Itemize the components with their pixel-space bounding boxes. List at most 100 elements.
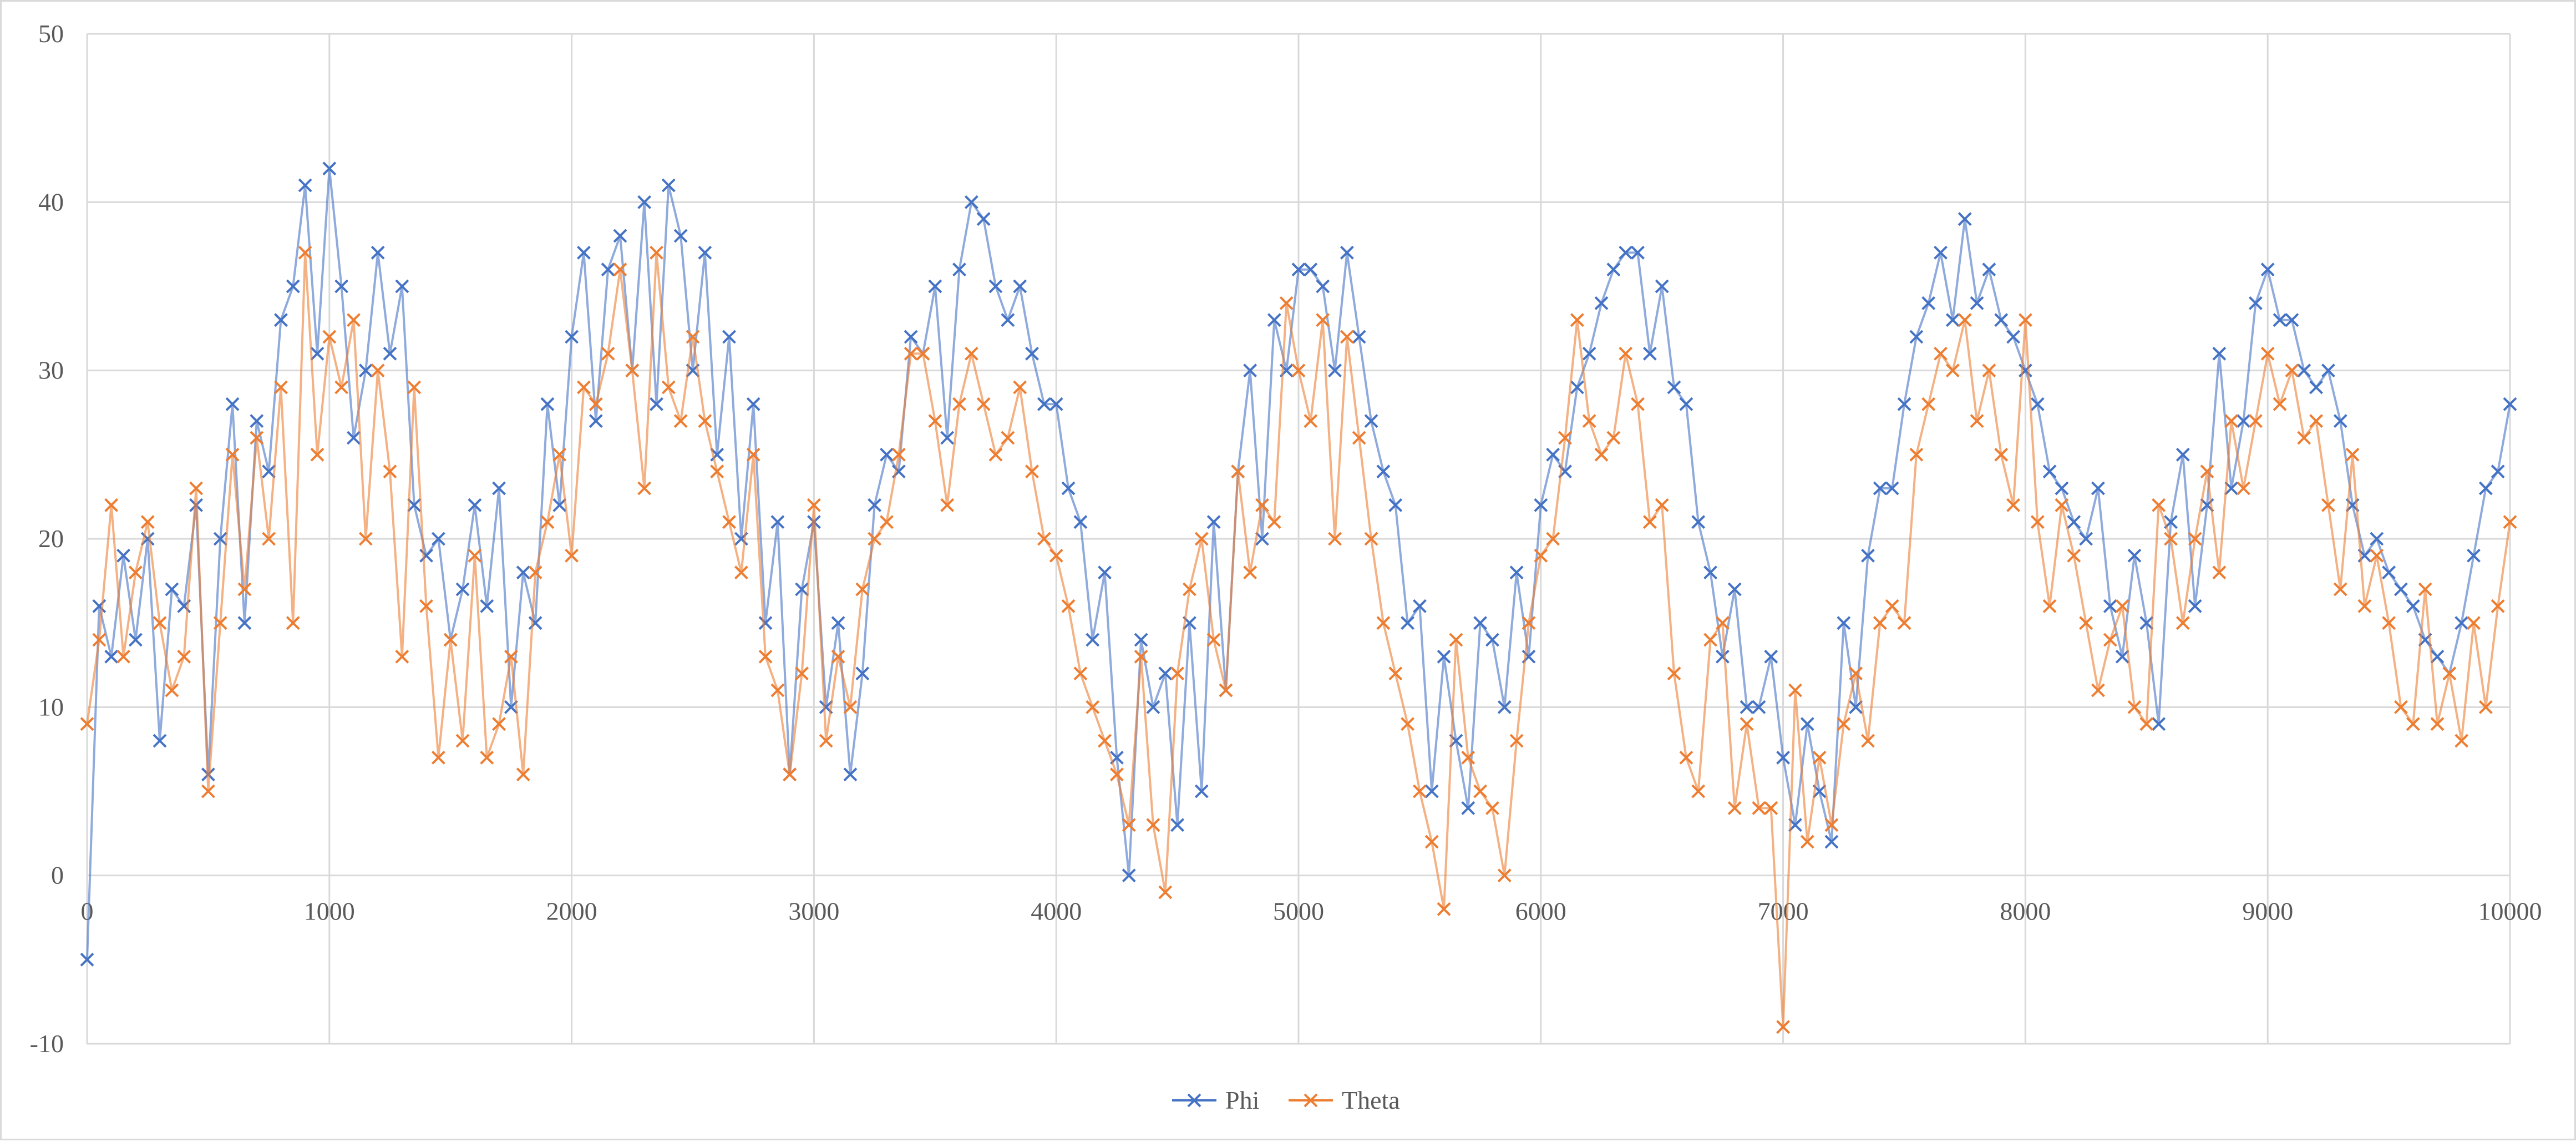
data-point — [1824, 818, 1839, 832]
data-point — [1679, 397, 1693, 411]
y-tick-label: 30 — [38, 356, 64, 385]
series-theta — [80, 245, 2517, 1034]
data-point — [2055, 498, 2069, 512]
data-point — [1170, 666, 1185, 681]
legend-item-phi: Phi — [1172, 1086, 1259, 1114]
x-tick-label: 9000 — [2242, 897, 2293, 926]
x-tick-label: 10000 — [2478, 897, 2542, 926]
data-point — [1837, 717, 1851, 731]
data-point — [1764, 649, 1778, 664]
data-point — [2503, 515, 2517, 529]
data-point — [310, 447, 324, 462]
data-point — [1376, 616, 1391, 630]
data-point — [116, 649, 130, 664]
data-point — [2164, 532, 2178, 546]
data-point — [1909, 447, 1924, 462]
data-point — [1849, 666, 1863, 681]
data-point — [1934, 245, 1948, 260]
data-point — [358, 532, 373, 546]
data-point — [455, 582, 470, 597]
data-point — [1727, 582, 1742, 597]
data-point — [1994, 447, 2009, 462]
data-point — [1522, 616, 1536, 630]
data-point — [1134, 633, 1148, 647]
data-point — [492, 717, 506, 731]
data-point — [783, 767, 797, 782]
data-point — [770, 683, 785, 698]
data-point — [940, 498, 955, 512]
y-tick-label: 40 — [38, 188, 64, 216]
data-point — [2406, 717, 2420, 731]
data-point — [1594, 447, 1609, 462]
data-point — [1231, 464, 1245, 479]
data-point — [1485, 633, 1499, 647]
data-point — [395, 279, 409, 294]
data-point — [347, 313, 361, 327]
data-point — [1109, 767, 1124, 782]
data-point — [1194, 784, 1209, 799]
data-point — [1667, 666, 1681, 681]
data-point — [819, 734, 833, 748]
data-point — [274, 380, 288, 395]
data-point — [1897, 397, 1911, 411]
data-point — [1497, 700, 1512, 714]
data-point — [625, 363, 640, 378]
data-point — [1764, 801, 1778, 815]
data-point — [1086, 700, 1100, 714]
data-point — [2394, 700, 2408, 714]
data-point — [2079, 616, 2093, 630]
data-point — [1146, 700, 1160, 714]
data-point — [250, 414, 264, 428]
data-point — [80, 717, 94, 731]
series-layer — [80, 161, 2517, 1034]
data-point — [1255, 498, 1269, 512]
data-point — [1461, 750, 1475, 765]
data-point — [904, 330, 918, 344]
data-point — [880, 447, 894, 462]
data-point — [1061, 481, 1076, 496]
data-point — [1582, 346, 1596, 361]
data-point — [1642, 515, 1657, 529]
data-point — [843, 767, 858, 782]
data-point — [2224, 414, 2239, 428]
data-point — [795, 582, 809, 597]
data-point — [1824, 835, 1839, 849]
data-point — [2478, 700, 2493, 714]
data-point — [1837, 616, 1851, 630]
data-point — [298, 178, 312, 193]
data-point — [1715, 649, 1730, 664]
data-point — [1364, 532, 1378, 546]
data-point — [565, 548, 579, 563]
data-point — [1449, 633, 1463, 647]
data-point — [1861, 734, 1875, 748]
data-point — [128, 633, 143, 647]
data-point — [976, 397, 991, 411]
data-point — [371, 245, 385, 260]
data-point — [964, 195, 978, 209]
data-point — [1534, 498, 1548, 512]
data-point — [1001, 313, 1015, 327]
data-point — [904, 346, 918, 361]
data-point — [262, 532, 276, 546]
x-axis-tick-labels: 0 1000 2000 3000 4000 5000 6000 7000 8000 9000 100… — [81, 897, 2542, 926]
data-point — [1473, 616, 1488, 630]
data-point — [2273, 397, 2287, 411]
data-point — [710, 464, 724, 479]
data-point — [1861, 548, 1875, 563]
data-point — [165, 582, 179, 597]
data-point — [807, 498, 821, 512]
data-point — [746, 447, 760, 462]
data-point — [358, 363, 373, 378]
x-tick-label: 8000 — [2000, 897, 2051, 926]
data-point — [928, 279, 942, 294]
data-point — [1388, 666, 1403, 681]
data-point — [455, 734, 470, 748]
data-point — [673, 229, 688, 243]
data-point — [613, 262, 627, 277]
data-point — [322, 161, 337, 176]
data-point — [1534, 548, 1548, 563]
data-point — [673, 414, 688, 428]
data-point — [1243, 565, 1257, 580]
data-point — [177, 649, 191, 664]
